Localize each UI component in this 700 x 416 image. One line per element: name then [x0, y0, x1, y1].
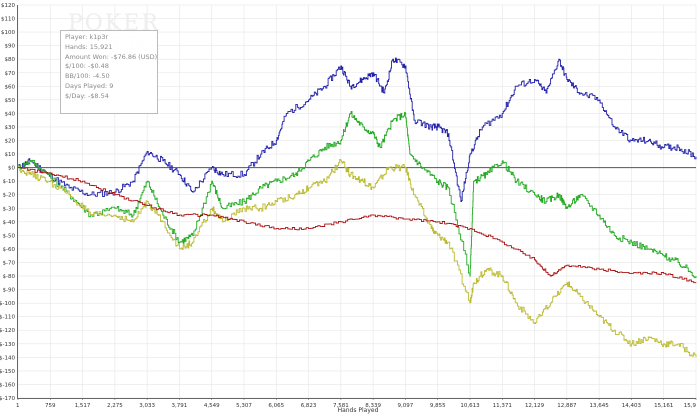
x-tick-label: 4,549: [204, 403, 220, 409]
y-tick-label: $-70: [3, 260, 16, 266]
x-tick-label: 2,275: [107, 403, 123, 409]
series-line-3: [18, 158, 697, 358]
y-tick-label: $40: [5, 111, 16, 117]
y-tick-label: $120: [1, 3, 15, 9]
y-tick-label: $-140: [0, 355, 15, 361]
y-tick-label: $90: [5, 44, 16, 50]
x-tick-label: 1,517: [75, 403, 91, 409]
y-tick-label: $-110: [0, 315, 15, 321]
x-tick-label: 6,065: [268, 403, 284, 409]
x-tick-label: 10,613: [460, 403, 480, 409]
y-tick-label: $-160: [0, 382, 15, 388]
amount-won: Amount Won: -$76.86 (USD): [65, 52, 158, 61]
x-tick-label: 15,161: [654, 403, 673, 409]
y-tick-label: $100: [1, 30, 15, 36]
y-tick-label: $-80: [3, 274, 16, 280]
y-tick-label: $-50: [3, 233, 16, 239]
y-tick-label: $-150: [0, 369, 15, 375]
y-tick-label: $50: [5, 98, 16, 104]
dollars-per-100: $/100: -$0.48: [65, 62, 109, 71]
y-tick-label: $-40: [3, 220, 16, 226]
x-axis-labels: 1 759 1,517 2,275 3,033 3,791 4,549 5,307 6,065 6…: [16, 398, 696, 409]
x-tick-label: 759: [45, 403, 56, 409]
x-tick-label: 12,887: [557, 403, 577, 409]
x-tick-label: 11,371: [493, 403, 512, 409]
y-tick-label: $-120: [0, 328, 15, 334]
y-tick-label: $-60: [3, 247, 16, 253]
x-tick-label: 9,097: [398, 403, 414, 409]
y-tick-label: $70: [5, 71, 16, 77]
x-tick-label: 6,823: [301, 403, 317, 409]
player-name: Player: k1p3r: [65, 33, 109, 41]
x-tick-label: 14,403: [622, 403, 642, 409]
y-tick-label: $-30: [3, 206, 16, 212]
y-tick-label: $0: [8, 166, 15, 172]
hands-count: Hands: 15,921: [65, 42, 113, 51]
y-tick-label: $10: [5, 152, 16, 158]
x-tick-label: 8,339: [365, 403, 381, 409]
x-tick-label: 7,581: [333, 403, 349, 409]
x-tick-label: 15,9: [684, 403, 697, 409]
x-axis-title: Hands Played: [338, 407, 379, 414]
y-tick-label: $-100: [0, 301, 15, 307]
series-group: [18, 57, 697, 358]
y-tick-label: $-10: [3, 179, 16, 185]
dollars-per-day: $/Day: -$8.54: [65, 91, 109, 100]
bb-per-100: BB/100: -4.50: [65, 72, 110, 81]
y-tick-label: $-20: [3, 193, 16, 199]
x-tick-label: 5,307: [236, 403, 252, 409]
y-tick-label: $-170: [0, 396, 15, 402]
y-tick-label: $-130: [0, 342, 15, 348]
y-tick-label: $110: [1, 17, 15, 23]
days-played: Days Played: 9: [65, 81, 114, 90]
x-tick-label: 1: [16, 403, 20, 409]
series-line-1: [18, 57, 697, 202]
x-tick-label: 3,791: [172, 403, 188, 409]
x-tick-label: 13,645: [590, 403, 610, 409]
y-tick-label: $-90: [3, 288, 16, 294]
x-tick-label: 12,129: [525, 403, 545, 409]
y-tick-label: $20: [5, 139, 16, 145]
x-tick-label: 9,855: [430, 403, 446, 409]
series-line-4: [18, 167, 697, 284]
y-tick-label: $30: [5, 125, 16, 131]
player-stats-box: Player: k1p3r Hands: 15,921 Amount Won: …: [60, 30, 158, 114]
y-tick-label: $80: [5, 57, 16, 63]
y-axis-labels: $120 $110 $100 $90 $80 $70 $60 $50 $40 $30 $20 $10 $…: [0, 3, 15, 402]
y-tick-label: $60: [5, 84, 16, 90]
x-tick-label: 3,033: [139, 403, 155, 409]
series-line-2: [18, 110, 697, 279]
